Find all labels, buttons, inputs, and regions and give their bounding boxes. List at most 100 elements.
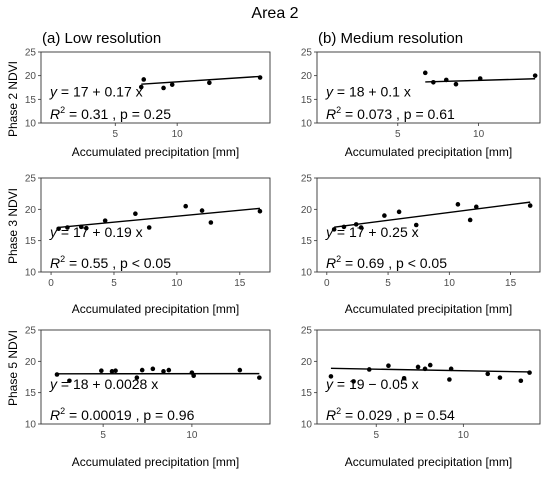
data-point	[358, 225, 364, 230]
data-point	[134, 375, 140, 380]
regression-equation: y = 17 + 0.17 x	[49, 84, 143, 100]
data-point	[453, 81, 459, 87]
data-point	[161, 369, 166, 374]
regression-stats: R2 = 0.00019 , p = 0.96	[50, 406, 195, 423]
data-point	[422, 366, 428, 372]
y-tick-label: 10	[301, 268, 313, 279]
y-tick-label: 10	[25, 420, 37, 431]
data-point	[191, 373, 196, 379]
panel-1: 10 15 20 25 5 10 Accumulated precipitation [mm…	[25, 48, 271, 159]
data-point	[386, 363, 391, 369]
x-tick-label: 5	[385, 278, 391, 289]
regression-line	[58, 207, 260, 229]
x-axis-label: Accumulated precipitation [mm]	[345, 455, 512, 469]
panel-3: 10 15 20 25 0 5 10 15 Accumulated precipitation …	[25, 174, 271, 316]
stats-values: = 0.073 , p = 0.61	[341, 106, 455, 122]
data-point	[518, 378, 524, 384]
y-tick-label: 10	[301, 420, 313, 431]
y-tick-label: 25	[301, 48, 313, 59]
panel-border	[40, 177, 271, 273]
data-point	[54, 372, 60, 377]
y-tick-label: 15	[25, 388, 37, 399]
row-label-phase-2: Phase 2 NDVI	[6, 61, 20, 137]
equation-rhs: 18 + 0.0028 x	[73, 376, 158, 392]
regression-equation: y = 17 + 0.19 x	[49, 224, 143, 240]
regression-line	[330, 367, 530, 373]
r2-label: R	[50, 106, 60, 122]
data-point	[183, 203, 188, 209]
r2-label: R	[50, 407, 60, 423]
stats-values: = 0.029 , p = 0.54	[341, 407, 455, 423]
data-point	[166, 367, 172, 373]
r2-label: R	[326, 255, 336, 271]
r2-exponent: 2	[336, 105, 341, 115]
stats-values: = 0.69 , p < 0.05	[341, 255, 447, 271]
regression-stats: R2 = 0.31 , p = 0.25	[50, 105, 171, 122]
data-point	[422, 70, 428, 76]
data-point	[133, 211, 138, 217]
data-point	[199, 208, 205, 213]
y-tick-label: 20	[301, 357, 313, 368]
regression-equation: y = 18 + 0.0028 x	[49, 376, 158, 392]
data-point	[146, 225, 152, 230]
y-tick-label: 25	[25, 326, 37, 337]
y-tick-label: 10	[25, 119, 37, 130]
figure-title: Area 2	[251, 5, 298, 22]
regression-line	[141, 75, 261, 85]
x-axis-label: Accumulated precipitation [mm]	[345, 302, 512, 316]
x-tick-label: 10	[458, 430, 470, 441]
data-point	[443, 77, 449, 83]
data-point	[99, 368, 104, 374]
data-point	[141, 77, 147, 82]
regression-stats: R2 = 0.029 , p = 0.54	[326, 406, 455, 423]
x-tick-label: 0	[48, 278, 54, 289]
r2-label: R	[326, 106, 336, 122]
equation-rhs: 19 − 0.05 x	[349, 376, 419, 392]
y-tick-label: 15	[25, 236, 37, 247]
panel-border	[316, 177, 541, 273]
equation-equals: =	[333, 376, 349, 392]
y-tick-label: 15	[301, 95, 313, 106]
y-tick-label: 15	[301, 388, 313, 399]
data-point	[257, 75, 263, 80]
data-point	[56, 226, 61, 232]
data-point	[467, 217, 473, 223]
row-label-phase-5: Phase 5 NDVI	[6, 330, 20, 406]
stats-values: = 0.00019 , p = 0.96	[65, 407, 194, 423]
data-point	[351, 379, 356, 384]
data-point	[497, 375, 503, 380]
data-point	[448, 366, 454, 372]
data-point	[208, 220, 214, 225]
panel-border	[40, 329, 271, 425]
regression-stats: R2 = 0.073 , p = 0.61	[326, 105, 455, 122]
data-point	[532, 73, 538, 78]
x-tick-label: 15	[234, 278, 246, 289]
data-point	[109, 369, 115, 374]
x-tick-label: 5	[100, 430, 106, 441]
data-point	[527, 370, 532, 375]
panel-4: 10 15 20 25 0 5 10 15 Accumulated precipitation …	[301, 174, 541, 316]
r2-label: R	[50, 255, 60, 271]
equation-rhs: 18 + 0.1 x	[349, 84, 411, 100]
data-point	[413, 222, 419, 228]
regression-stats: R2 = 0.55 , p < 0.05	[50, 254, 171, 271]
data-point	[257, 375, 262, 380]
y-tick-label: 10	[301, 119, 313, 130]
panel-6: 10 15 20 25 5 10 Accumulated precipitation [mm…	[301, 326, 541, 469]
data-point	[257, 208, 263, 214]
data-point	[473, 204, 479, 210]
y-tick-label: 25	[301, 326, 313, 337]
data-point	[150, 366, 156, 372]
x-tick-label: 15	[505, 278, 517, 289]
data-point	[396, 209, 402, 215]
data-point	[382, 213, 387, 218]
x-axis-label: Accumulated precipitation [mm]	[72, 302, 239, 316]
equation-rhs: 17 + 0.17 x	[73, 84, 143, 100]
y-tick-label: 20	[25, 71, 37, 82]
data-point	[237, 367, 243, 373]
x-tick-label: 10	[473, 129, 485, 140]
data-point	[366, 367, 372, 372]
data-point	[415, 364, 421, 370]
data-point	[477, 76, 483, 81]
